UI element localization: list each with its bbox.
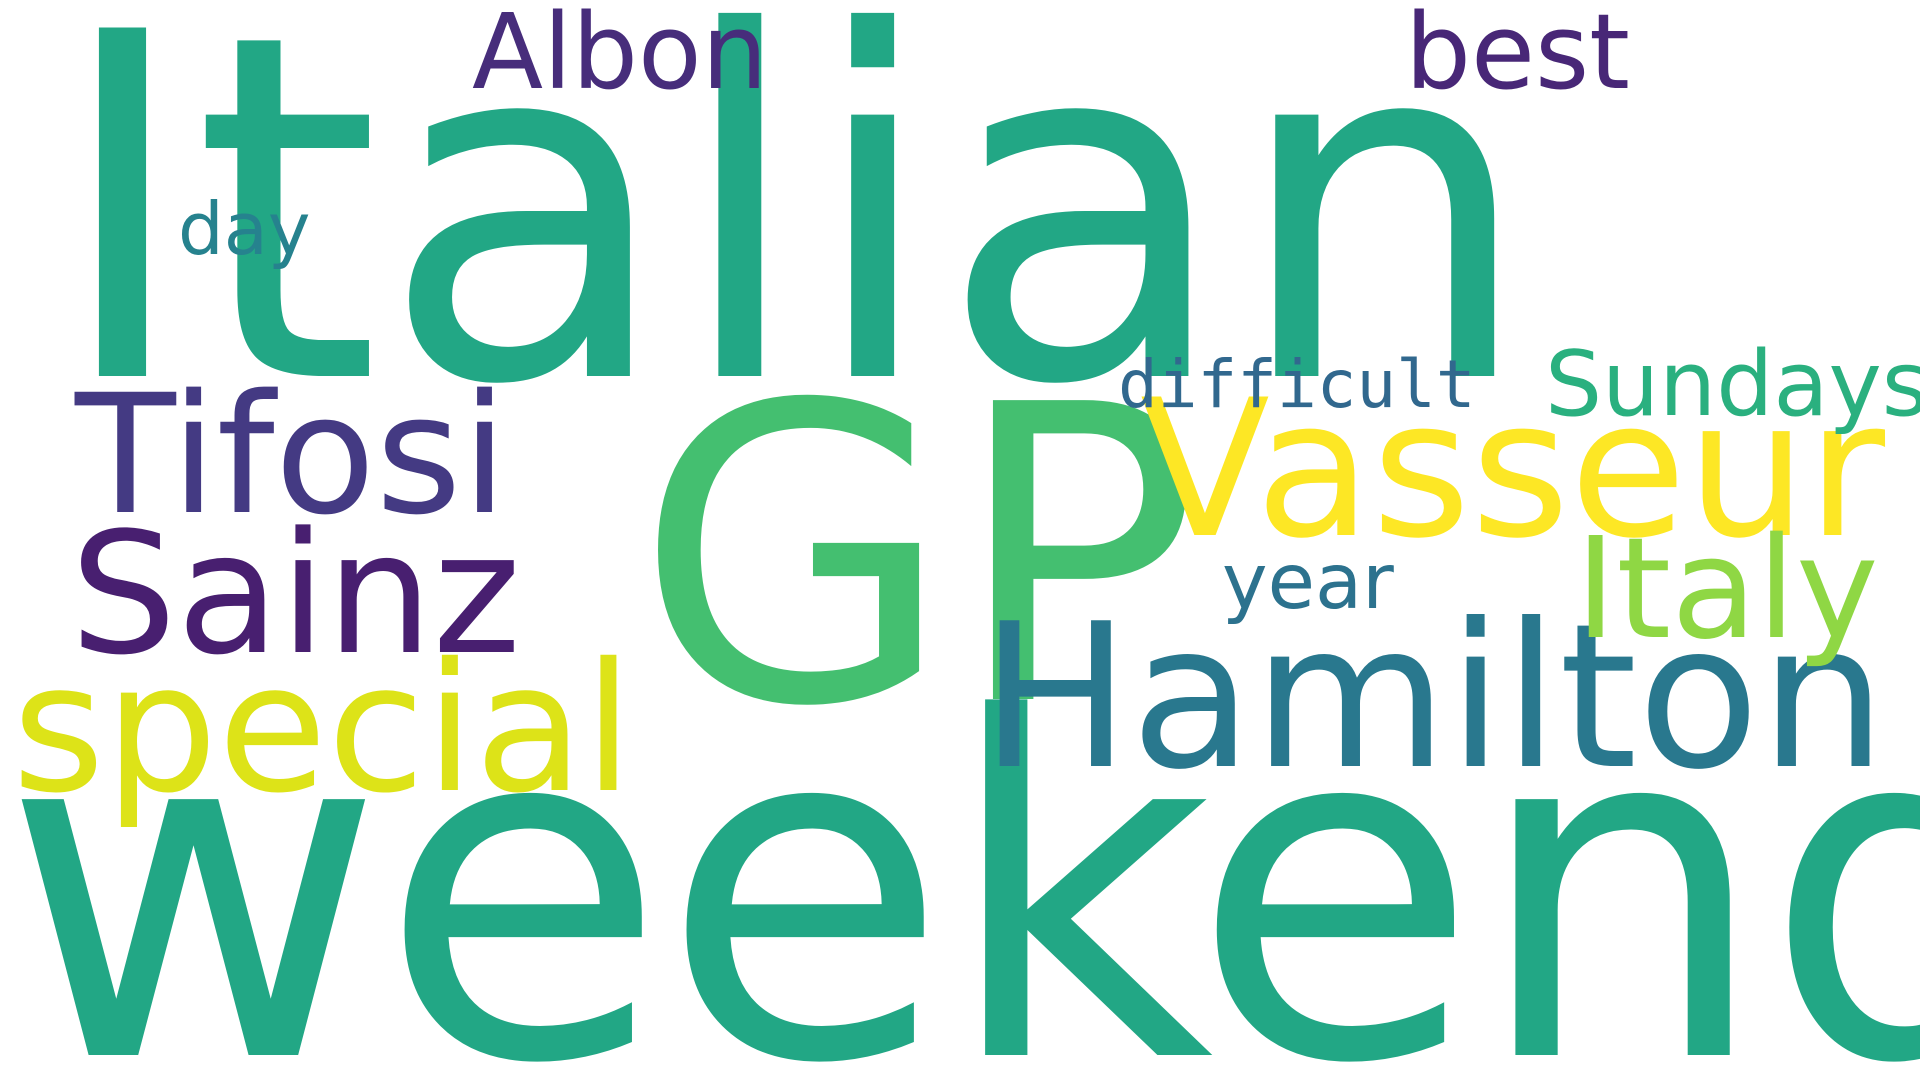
word-day: day [178, 187, 311, 271]
word-best: best [1405, 0, 1630, 113]
word-tifosi: Tifosi [75, 359, 508, 551]
word-hamilton: Hamilton [980, 581, 1887, 814]
word-vasseur: Vasseur [1140, 359, 1886, 580]
word-italian: Italian [52, 0, 1535, 489]
word-gp: GP [635, 318, 1200, 796]
word-sainz: Sainz [70, 496, 521, 692]
word-weekend: weekend [2, 622, 1920, 1080]
word-albon: Albon [472, 0, 768, 113]
word-sundays: Sundays [1545, 332, 1920, 437]
word-year: year [1222, 538, 1394, 627]
word-special: special [12, 625, 634, 832]
word-difficult: difficult [1118, 346, 1476, 423]
word-italy: Italy [1575, 508, 1879, 671]
